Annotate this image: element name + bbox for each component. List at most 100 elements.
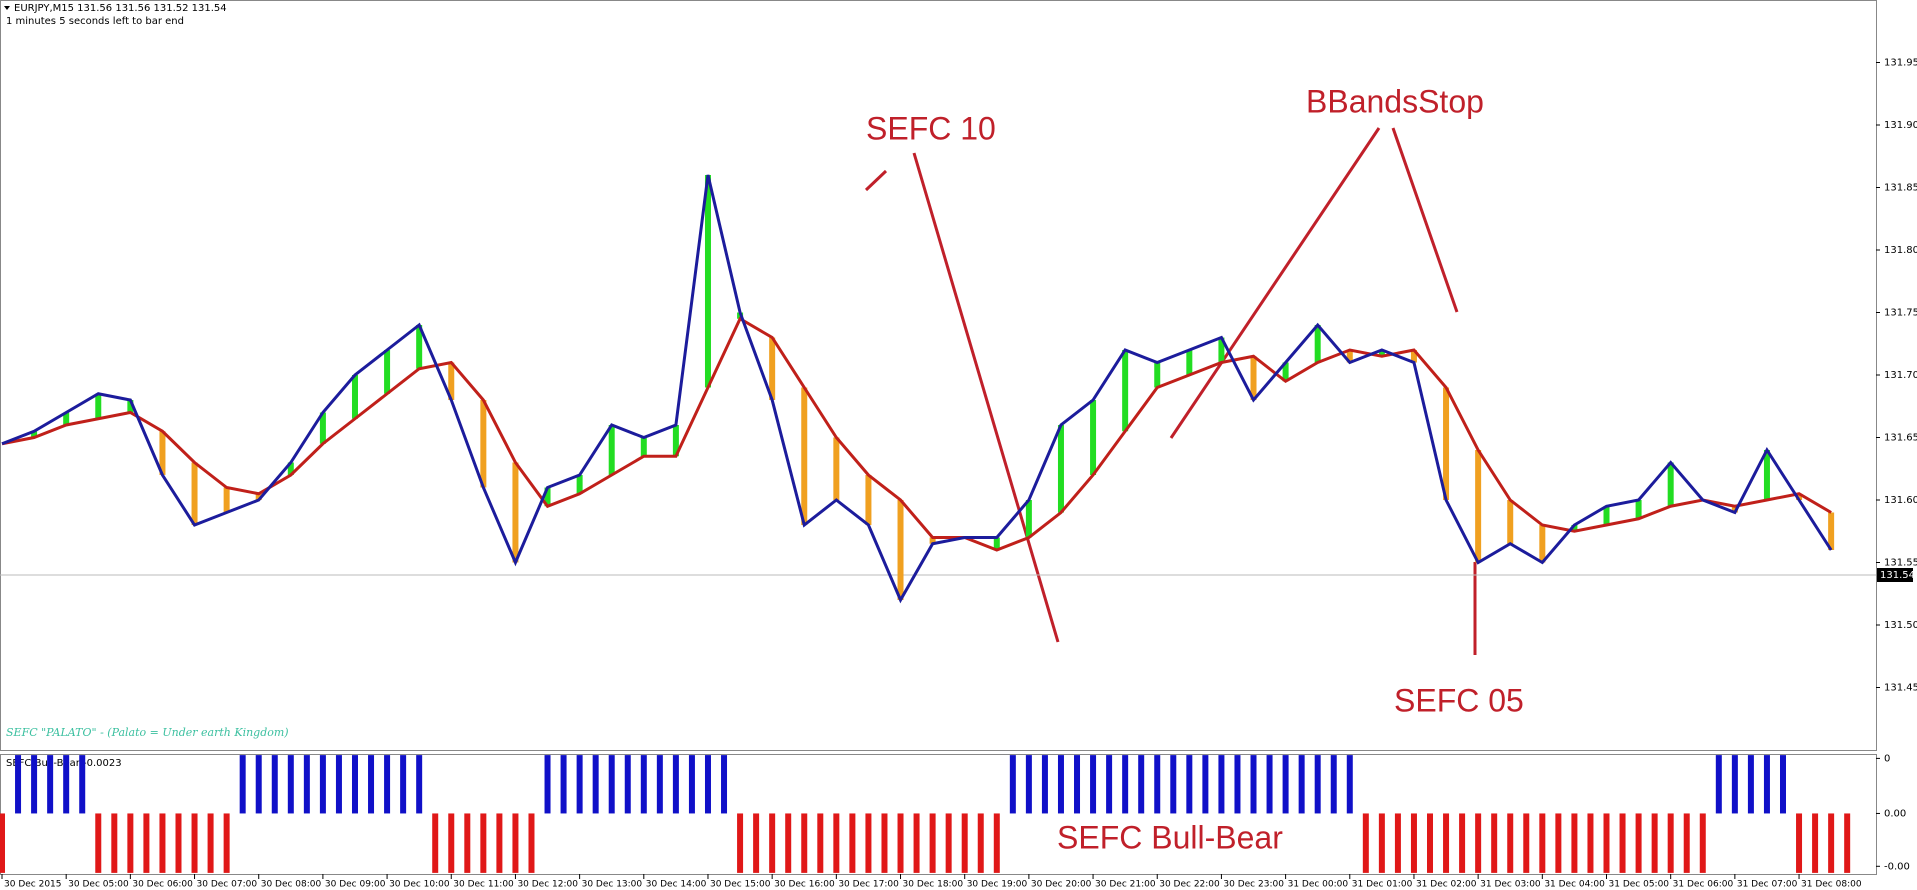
bar: [416, 755, 423, 814]
bar: [1651, 813, 1658, 873]
bar: [704, 755, 711, 814]
bar: [319, 755, 326, 814]
bar: [191, 813, 198, 873]
annotation-lines: [864, 127, 1477, 655]
price-line: [1, 174, 1833, 604]
bar: [1025, 755, 1032, 814]
annotation: SEFC Bull-Bear: [1057, 819, 1283, 855]
x-tick-label: 31 Dec 06:00: [1673, 880, 1734, 890]
bar: [929, 813, 936, 873]
bar: [1266, 755, 1273, 814]
bar: [464, 813, 471, 873]
x-tick-label: 31 Dec 04:00: [1544, 880, 1605, 890]
bar: [1057, 755, 1064, 814]
x-tick-label: 31 Dec 02:00: [1416, 880, 1477, 890]
x-tick-label: 30 Dec 15:00: [710, 880, 771, 890]
bar: [1603, 813, 1610, 873]
x-tick-label: 30 Dec 19:00: [967, 880, 1028, 890]
bar: [1090, 755, 1097, 814]
bar: [672, 755, 679, 814]
bar: [993, 813, 1000, 873]
bar: [239, 755, 246, 814]
bar: [1074, 755, 1081, 814]
bar: [801, 813, 808, 873]
bar: [335, 755, 342, 814]
x-tick-label: 30 Dec 09:00: [325, 880, 386, 890]
bar: [15, 755, 22, 814]
bar: [255, 755, 262, 814]
bar: [1828, 813, 1835, 873]
bar: [1298, 755, 1305, 814]
y-tick-label: -0.00: [1884, 861, 1910, 872]
bar: [271, 755, 278, 814]
y-tick-label: 131.85: [1884, 183, 1917, 194]
y-tick-label: 0: [1884, 753, 1890, 764]
bar: [1459, 813, 1466, 873]
annotation: SEFC 05: [1394, 682, 1524, 718]
x-tick-label: 30 Dec 07:00: [197, 880, 258, 890]
bar: [528, 813, 535, 873]
bar: [1587, 813, 1594, 873]
bar: [1122, 755, 1129, 814]
bar: [432, 813, 439, 873]
bar: [737, 813, 744, 873]
bar: [1619, 813, 1626, 873]
y-tick-label: 0.00: [1884, 808, 1906, 819]
bar: [865, 813, 872, 873]
bar: [95, 813, 102, 873]
bar: [1186, 755, 1193, 814]
y-tick-label: 131.65: [1884, 433, 1917, 444]
bar: [753, 813, 760, 873]
y-tick-label: 131.50: [1884, 620, 1917, 631]
x-tick-label: 30 Dec 14:00: [646, 880, 707, 890]
x-tick-label: 30 Dec 05:00: [68, 880, 129, 890]
bar: [384, 755, 391, 814]
bar: [881, 813, 888, 873]
bar: [785, 813, 792, 873]
bar: [1796, 813, 1803, 873]
bar: [688, 755, 695, 814]
bar: [496, 813, 503, 873]
bar: [1475, 813, 1482, 873]
bar: [1523, 813, 1530, 873]
x-tick-label: 31 Dec 08:00: [1801, 880, 1862, 890]
bar: [1699, 813, 1706, 873]
bar: [1410, 813, 1417, 873]
bar: [1427, 813, 1434, 873]
last-price-label: 131.54: [1880, 570, 1915, 581]
bar: [1779, 755, 1786, 814]
bar: [1234, 755, 1241, 814]
bar: [897, 813, 904, 873]
x-tick-label: 31 Dec 00:00: [1288, 880, 1349, 890]
bar: [1282, 755, 1289, 814]
bar: [512, 813, 519, 873]
bar: [480, 813, 487, 873]
bar: [544, 755, 551, 814]
bar: [1539, 813, 1546, 873]
x-tick-label: 30 Dec 18:00: [903, 880, 964, 890]
x-tick-label: 30 Dec 08:00: [261, 880, 322, 890]
bar: [833, 813, 840, 873]
bar: [592, 755, 599, 814]
bar: [31, 755, 38, 814]
bar: [721, 755, 728, 814]
bar: [159, 813, 166, 873]
x-tick-label: 30 Dec 23:00: [1223, 880, 1284, 890]
bar: [576, 755, 583, 814]
bar: [1747, 755, 1754, 814]
bar: [1571, 813, 1578, 873]
bar: [1346, 755, 1353, 814]
bar: [1555, 813, 1562, 873]
bar: [127, 813, 134, 873]
bar: [223, 813, 230, 873]
symbol-header: EURJPY,M15 131.56 131.56 131.52 131.54: [14, 3, 227, 14]
y-tick-label: 131.90: [1884, 120, 1917, 131]
bar: [1667, 813, 1674, 873]
bar: [175, 813, 182, 873]
bar: [1844, 813, 1851, 873]
x-tick-label: 30 Dec 06:00: [132, 880, 193, 890]
bar: [79, 755, 86, 814]
bar: [913, 813, 920, 873]
x-tick-label: 30 Dec 20:00: [1031, 880, 1092, 890]
